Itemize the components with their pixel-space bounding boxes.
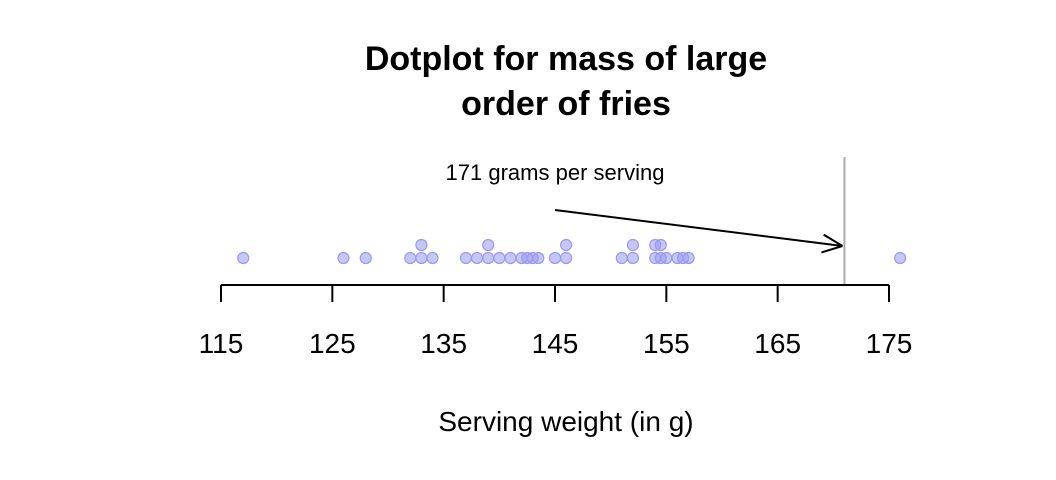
x-tick-label-115: 115 [199,328,244,359]
annotation-label: 171 grams per serving [446,160,665,185]
data-point [894,251,907,265]
chart-title-line-1: Dotplot for mass of large [365,40,767,78]
x-tick-label-155: 155 [643,328,690,359]
x-axis-label: Serving weight (in g) [438,406,693,437]
data-point [470,251,484,265]
data-point [682,251,695,265]
dots-layer [237,238,907,265]
data-point [626,238,640,252]
data-point [482,238,495,252]
data-point [337,251,350,265]
x-tick-label-165: 165 [754,328,801,359]
data-point [654,238,667,252]
data-point [237,251,250,265]
data-point [660,251,673,265]
data-point [404,251,417,265]
x-tick-label-135: 135 [420,328,467,359]
data-point [415,251,428,265]
data-point [415,238,428,252]
data-point [426,251,439,265]
x-axis: 115 125 135 145 155 165 175 [199,284,913,359]
x-tick-label-175: 175 [866,328,913,359]
data-point [359,251,372,265]
data-point [560,251,573,265]
data-point [615,251,628,265]
data-point [560,238,573,252]
data-point [626,251,640,265]
data-point [459,251,473,265]
data-point [504,251,517,265]
x-tick-label-145: 145 [532,328,579,359]
data-point [482,251,495,265]
x-tick-label-125: 125 [309,328,356,359]
chart-title-line-2: order of fries [461,85,671,123]
data-point [548,251,562,265]
data-point [493,251,506,265]
annotation-arrow [554,209,843,254]
data-point [532,251,545,265]
